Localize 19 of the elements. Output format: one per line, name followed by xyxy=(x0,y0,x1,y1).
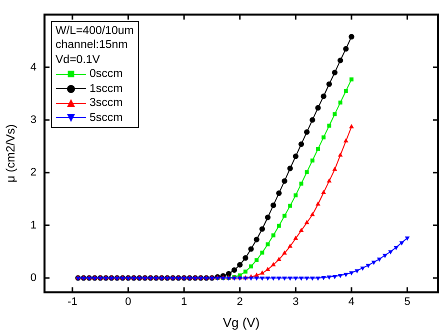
x-tick-label: 1 xyxy=(180,296,188,308)
y-tick-label: 3 xyxy=(30,114,37,126)
y-tick-label: 1 xyxy=(30,219,37,232)
x-tick-label: 4 xyxy=(348,296,355,308)
y-tick-label: 0 xyxy=(30,272,37,284)
legend-label: 3sccm xyxy=(90,96,123,111)
x-tick-label: 5 xyxy=(404,296,410,308)
x-tick-label: 3 xyxy=(292,296,299,308)
y-tick-label: 4 xyxy=(30,61,37,74)
legend-label: 0sccm xyxy=(90,67,123,82)
y-axis-title: μ (cm2/Vs) xyxy=(4,124,18,183)
legend-title: W/L=400/10um channel:15nm Vd=0.1V xyxy=(56,24,134,68)
legend-label: 1sccm xyxy=(90,82,123,96)
x-tick-label: -1 xyxy=(68,296,78,308)
legend-label: 5sccm xyxy=(90,110,123,126)
x-tick-label: 2 xyxy=(236,296,243,308)
x-axis-title: Vg (V) xyxy=(222,314,260,330)
y-tick-label: 2 xyxy=(30,166,37,179)
x-tick-label: 0 xyxy=(125,296,132,308)
